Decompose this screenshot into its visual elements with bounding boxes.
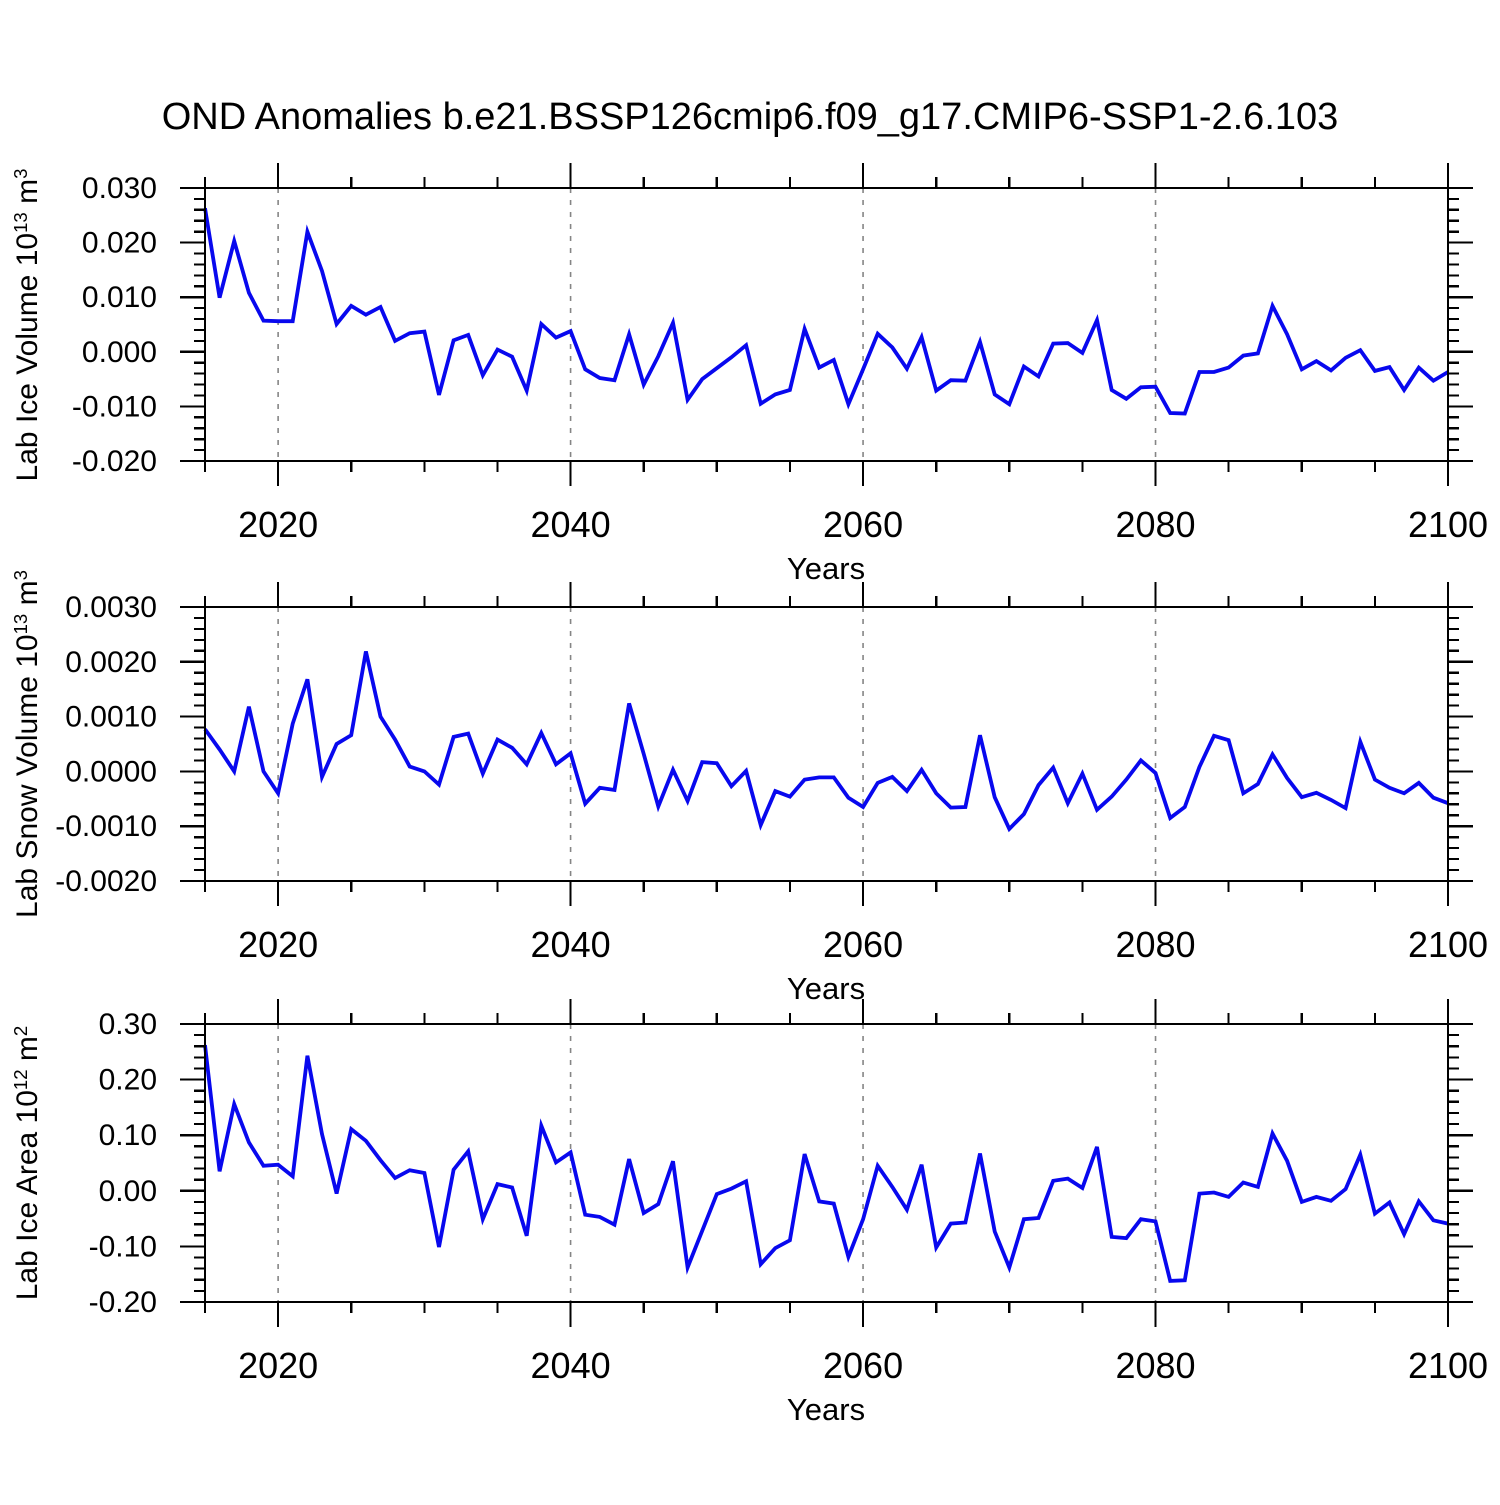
y-title-unit-exponent: 3 xyxy=(9,168,31,179)
x-tick-label: 2020 xyxy=(238,1345,318,1386)
x-axis-title-panel3: Years xyxy=(786,1392,866,1427)
y-tick-label: -0.10 xyxy=(89,1230,157,1263)
tick-labels: 0.30 0.20 0.10 0.00 -0.10 -0.20 2020 2040 2060 20… xyxy=(89,1008,1488,1386)
x-axis-title-panel2: Years xyxy=(786,971,866,1006)
ticks xyxy=(180,999,1473,1327)
y-title-unit: m xyxy=(11,178,44,213)
lab-ice-volume-line xyxy=(203,207,1449,416)
y-title-prefix: Lab Ice Area 10 xyxy=(11,1090,44,1301)
x-tick-label: 2060 xyxy=(823,924,903,965)
y-title-exponent: 13 xyxy=(9,613,31,635)
y-tick-label: 0.0030 xyxy=(65,591,157,624)
x-tick-label: 2080 xyxy=(1115,504,1195,545)
y-tick-label: -0.010 xyxy=(72,390,157,423)
x-tick-label: 2100 xyxy=(1408,924,1488,965)
y-title-exponent: 12 xyxy=(9,1069,31,1091)
lab-snow-volume-line xyxy=(203,650,1449,833)
y-tick-label: 0.0000 xyxy=(65,755,157,788)
ticks xyxy=(180,582,1473,906)
figure-title: OND Anomalies b.e21.BSSP126cmip6.f09_g17… xyxy=(161,96,1339,138)
tick-labels: 0.0030 0.0020 0.0010 0.0000 -0.0010 -0.0020 20… xyxy=(55,591,1488,965)
y-title-prefix: Lab Snow Volume 10 xyxy=(11,634,44,918)
x-tick-label: 2080 xyxy=(1115,1345,1195,1386)
y-tick-label: 0.0010 xyxy=(65,701,157,734)
x-tick-label: 2020 xyxy=(238,924,318,965)
plot-frame xyxy=(203,605,1450,883)
panel-lab-ice-area: 0.30 0.20 0.10 0.00 -0.10 -0.20 2020 2040 2060 20… xyxy=(89,999,1488,1386)
x-tick-label: 2100 xyxy=(1408,1345,1488,1386)
y-title-exponent: 13 xyxy=(9,212,31,233)
y-tick-label: 0.00 xyxy=(99,1175,157,1208)
gridlines xyxy=(277,188,1157,461)
y-tick-label: -0.0020 xyxy=(55,865,157,898)
y-tick-label: 0.10 xyxy=(99,1119,157,1152)
y-tick-label: -0.20 xyxy=(89,1286,157,1319)
x-tick-label: 2040 xyxy=(531,924,611,965)
y-axis-title-text: Lab Ice Volume 1013 m3 xyxy=(9,168,45,482)
y-tick-label: 0.020 xyxy=(82,227,157,260)
y-tick-label: 0.0020 xyxy=(65,646,157,679)
tick-labels: 0.030 0.020 0.010 0.000 -0.010 -0.020 2020 2040… xyxy=(72,172,1488,545)
y-tick-label: -0.020 xyxy=(72,445,157,478)
y-title-unit: m xyxy=(11,580,44,614)
gridlines xyxy=(277,1024,1157,1302)
y-tick-label: 0.010 xyxy=(82,281,157,314)
x-axis-title-panel1: Years xyxy=(786,551,866,586)
x-tick-label: 2020 xyxy=(238,504,318,545)
y-title-unit-exponent: 2 xyxy=(9,1025,31,1037)
y-axis-title-text: Lab Ice Area 1012 m2 xyxy=(9,1025,45,1301)
y-axis-title-text: Lab Snow Volume 1013 m3 xyxy=(9,570,45,918)
y-tick-label: -0.0010 xyxy=(55,810,157,843)
x-tick-label: 2100 xyxy=(1408,504,1488,545)
x-tick-label: 2040 xyxy=(531,1345,611,1386)
y-tick-label: 0.000 xyxy=(82,336,157,369)
panel-lab-snow-volume: 0.0030 0.0020 0.0010 0.0000 -0.0010 -0.0020 20… xyxy=(55,582,1488,965)
y-tick-label: 0.030 xyxy=(82,172,157,205)
x-tick-label: 2080 xyxy=(1115,924,1195,965)
y-tick-label: 0.30 xyxy=(99,1008,157,1041)
plot-frame xyxy=(203,186,1450,463)
y-title-prefix: Lab Ice Volume 10 xyxy=(11,232,44,482)
plot-frame xyxy=(203,1022,1450,1304)
y-title-unit: m xyxy=(11,1036,44,1070)
y-title-unit-exponent: 3 xyxy=(9,570,31,581)
panel-lab-ice-volume: 0.030 0.020 0.010 0.000 -0.010 -0.020 2020 2040… xyxy=(72,163,1488,545)
x-tick-label: 2060 xyxy=(823,1345,903,1386)
lab-ice-area-line xyxy=(203,1044,1449,1283)
gridlines xyxy=(277,607,1157,881)
y-tick-label: 0.20 xyxy=(99,1064,157,1097)
x-tick-label: 2040 xyxy=(531,504,611,545)
x-tick-label: 2060 xyxy=(823,504,903,545)
ticks xyxy=(180,163,1473,486)
